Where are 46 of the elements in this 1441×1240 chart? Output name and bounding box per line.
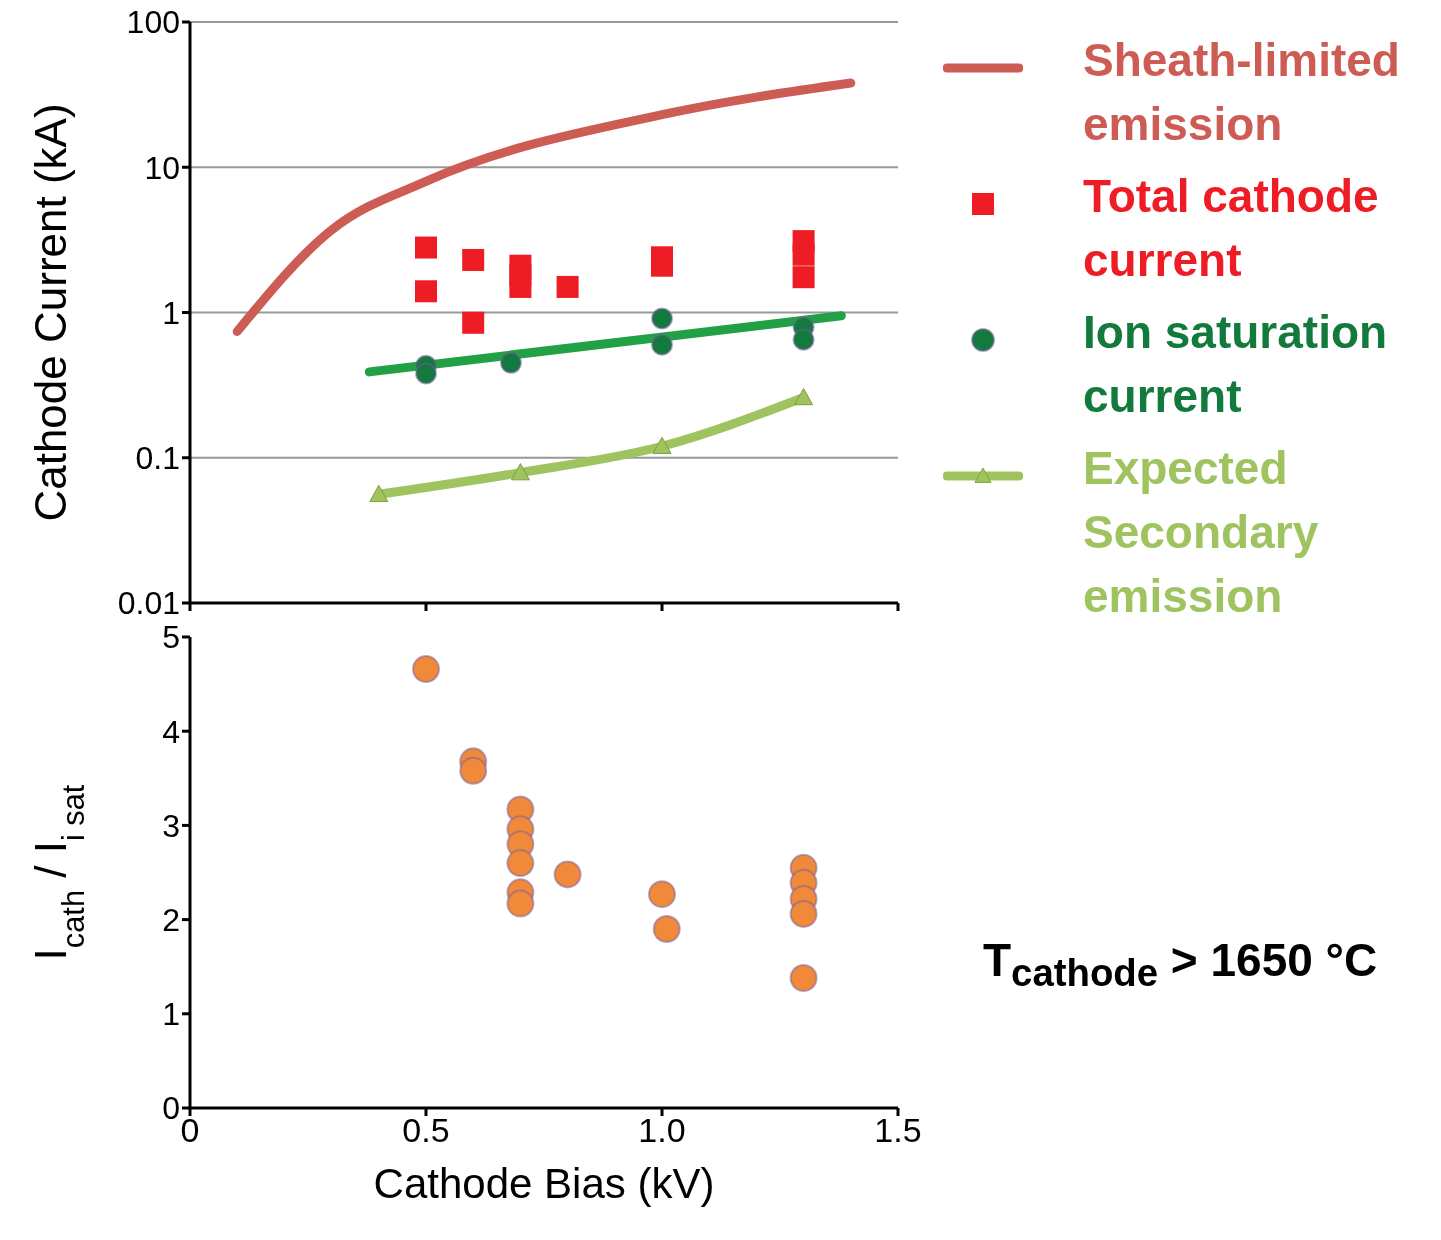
point (651, 333, 673, 356)
point (510, 463, 530, 481)
text: T$_{cathode}$ > 1650 °C (983, 933, 1378, 996)
legend-label: Ion saturation current (1083, 305, 1389, 424)
x-tick-label: 1.5 (874, 1111, 922, 1150)
point (369, 484, 389, 503)
point (553, 860, 582, 889)
legend-label: Total cathode current (1083, 169, 1380, 288)
point (792, 328, 815, 351)
point (415, 280, 437, 303)
x-tick-label: 1.0 (638, 1111, 686, 1150)
point (789, 964, 818, 992)
point (506, 849, 535, 878)
y-axis-title: Cathode Current (kA) (26, 103, 75, 522)
point (652, 915, 681, 944)
point (506, 889, 535, 918)
y-tick-label: 4 (162, 713, 180, 750)
point (499, 351, 522, 374)
point (415, 236, 437, 259)
point (794, 387, 814, 406)
point (412, 655, 440, 684)
y-tick-label: 1 (162, 294, 180, 331)
point (792, 243, 815, 266)
point (789, 899, 818, 928)
point (652, 436, 672, 454)
point (792, 266, 815, 289)
point (462, 248, 485, 271)
y-tick-label: 3 (162, 807, 180, 844)
point (648, 880, 676, 909)
point (415, 362, 437, 385)
point (459, 756, 488, 785)
y-tick-label: 1 (162, 996, 180, 1033)
legend-label: Sheath-limited emission (1083, 33, 1401, 152)
point (651, 307, 673, 330)
point (556, 275, 579, 298)
y-tick-label: 10 (144, 149, 180, 186)
legend-label: Expected Secondary emission (1083, 441, 1320, 624)
y-tick-label: 2 (162, 901, 180, 938)
y-tick-label: 0.01 (117, 585, 180, 622)
y-tick-label: 0.1 (135, 440, 180, 477)
y-tick-label: 5 (162, 619, 180, 656)
point (509, 275, 532, 298)
y-tick-label: 100 (126, 4, 180, 41)
x-axis-title: Cathode Bias (kV) (373, 1160, 715, 1207)
point (462, 311, 485, 334)
x-tick-label: 0.5 (402, 1111, 450, 1150)
